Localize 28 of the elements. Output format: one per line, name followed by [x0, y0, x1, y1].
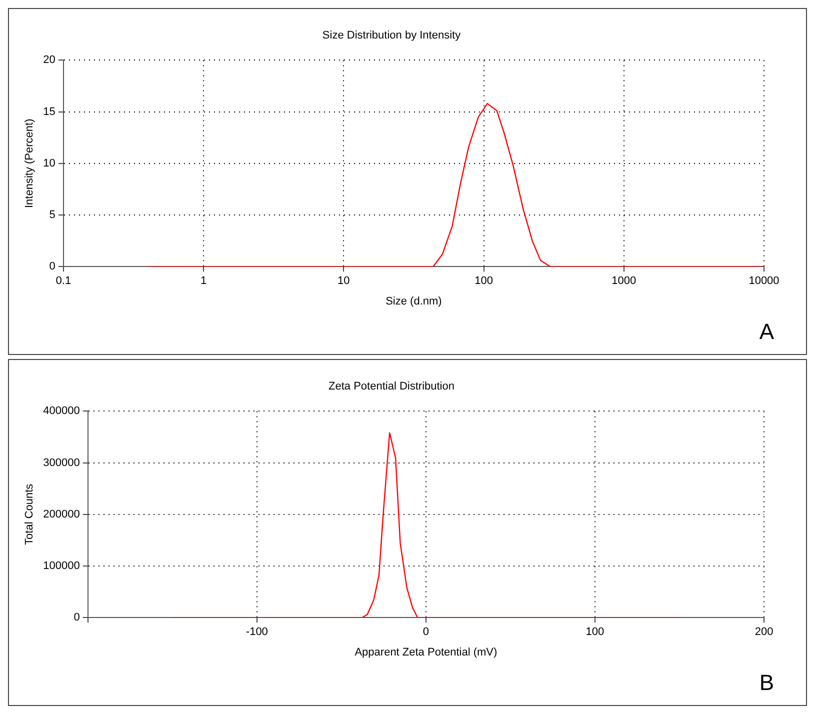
text: A	[759, 319, 774, 344]
x-tick-label: 100	[586, 626, 604, 638]
x-tick-label: 10	[338, 275, 350, 288]
x-axis-title: Size (d.nm)	[386, 295, 442, 308]
x-tick-label: -100	[246, 626, 268, 638]
y-tick-label: 0	[74, 612, 80, 624]
y-tick-label: 100000	[43, 560, 80, 572]
chart-title: Zeta Potential Distribution	[328, 380, 454, 393]
y-tick-label: 0	[49, 260, 56, 273]
y-tick-label: 15	[43, 106, 56, 118]
text: B	[759, 670, 774, 696]
x-tick-label: 100	[474, 275, 493, 288]
x-tick-label: 1000	[612, 275, 636, 288]
y-axis-title: Total Counts	[24, 483, 36, 545]
y-axis-title: Intensity (Percent)	[24, 118, 36, 208]
x-tick-label: 200	[754, 626, 774, 638]
x-axis-title: Apparent Zeta Potential (mV)	[354, 646, 498, 658]
x-tick-label: 10000	[748, 275, 780, 288]
y-tick-label: 400000	[43, 405, 80, 418]
y-tick-label: 300000	[43, 456, 80, 469]
x-tick-label: 0.1	[56, 275, 72, 288]
chart-title: Size Distribution by Intensity	[322, 30, 462, 42]
x-tick-label: 1	[200, 275, 207, 288]
y-tick-label: 20	[43, 54, 56, 66]
y-tick-label: 200000	[43, 508, 80, 520]
y-tick-label: 5	[49, 209, 56, 222]
x-tick-label: 0	[422, 626, 430, 638]
y-tick-label: 10	[43, 157, 56, 170]
